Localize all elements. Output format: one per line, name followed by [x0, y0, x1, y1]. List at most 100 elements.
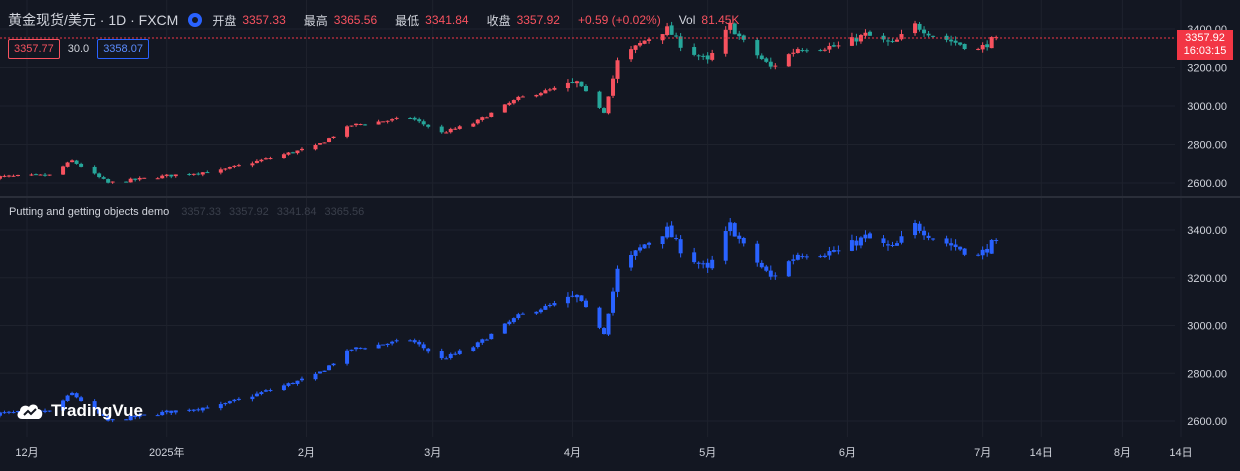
sub-pane-title[interactable]: Putting and getting objects demo	[9, 206, 170, 218]
main-candle-body	[290, 152, 295, 154]
main-candle-body	[299, 148, 304, 151]
sub-candle-body	[295, 380, 300, 384]
sub-candle-body	[426, 348, 431, 352]
open-label: 开盘	[212, 13, 237, 28]
logo-text: TradingVue	[51, 401, 143, 420]
sub-candle-body	[110, 419, 115, 421]
indicator-value-3[interactable]: 3358.07	[97, 39, 149, 59]
main-candle-body	[818, 50, 823, 52]
main-candle-body	[268, 158, 273, 160]
main-candle-body	[615, 60, 620, 79]
sub-candle-body	[994, 240, 999, 242]
main-candle-body	[385, 120, 390, 122]
main-candle-body	[457, 126, 462, 129]
main-candle-body	[642, 40, 647, 44]
sub-pane-legend: Putting and getting objects demo 3357.33…	[9, 206, 372, 218]
main-candle-body	[547, 89, 552, 91]
main-candle-body	[885, 40, 890, 42]
main-y-tick-label: 2600.00	[1187, 178, 1227, 190]
main-candle-body	[710, 53, 715, 60]
main-candle-body	[187, 174, 192, 176]
main-candle-body	[133, 178, 138, 180]
main-candle-body	[281, 154, 286, 159]
main-candle-body	[394, 117, 399, 119]
symbol-title[interactable]: 黄金现货/美元 · 1D · FXCM	[8, 12, 179, 28]
main-candle-body	[674, 35, 679, 37]
sub-candle-body	[322, 370, 327, 372]
sub-candle-body	[502, 323, 507, 334]
main-candle-body	[390, 119, 395, 121]
sub-candle-body	[516, 314, 521, 319]
sub-pane-value: 3357.92	[229, 206, 269, 218]
sub-candle-body	[602, 328, 606, 335]
main-y-tick-label: 2800.00	[1187, 140, 1227, 152]
main-candle-body	[565, 82, 570, 89]
main-candle-body	[92, 166, 97, 174]
sub-candle-body	[547, 304, 552, 307]
main-candle-body	[741, 35, 746, 40]
main-candle-body	[516, 96, 521, 100]
sub-candle-body	[917, 223, 922, 231]
main-candle-body	[989, 37, 994, 49]
main-candle-body	[660, 34, 665, 41]
main-candle-body	[611, 78, 616, 96]
x-tick-label: 4月	[564, 447, 581, 459]
main-candle-body	[543, 90, 548, 94]
sub-candle-body	[155, 415, 160, 417]
x-tick-label: 14日	[1030, 447, 1053, 459]
sub-candle-body	[768, 270, 773, 277]
main-candle-body	[795, 49, 800, 54]
sub-candle-body	[642, 244, 647, 249]
sub-candle-body	[913, 223, 918, 236]
axes: 3400.003200.003000.002800.002600.003400.…	[15, 24, 1227, 459]
sub-candle-body	[665, 226, 670, 238]
sub-candle-body	[976, 254, 981, 256]
main-candle-body	[931, 35, 936, 37]
sub-candle-body	[858, 237, 863, 246]
main-candle-body	[0, 176, 2, 179]
sub-candle-body	[358, 347, 363, 349]
sub-candle-body	[200, 407, 205, 411]
main-candle-body	[538, 93, 543, 96]
main-candle-body	[471, 123, 476, 127]
main-candle-body	[520, 96, 525, 98]
main-candle-body	[917, 23, 922, 30]
main-candle-body	[97, 173, 102, 178]
main-candle-body	[696, 55, 701, 57]
sub-candle-body	[890, 244, 895, 246]
sub-candles	[0, 218, 999, 423]
x-tick-label: 3月	[424, 447, 441, 459]
sub-candle-body	[836, 250, 841, 252]
sub-candle-body	[633, 250, 638, 256]
main-candle-body	[322, 142, 327, 144]
sub-candle-body	[268, 390, 273, 392]
sub-y-tick-label: 3400.00	[1187, 225, 1227, 237]
sub-candle-body	[475, 342, 480, 348]
main-candle-body	[737, 33, 742, 37]
sub-candle-body	[953, 244, 958, 248]
sub-candle-body	[885, 244, 890, 246]
main-candle-body	[913, 23, 918, 34]
sub-candle-body	[669, 225, 674, 238]
sub-candle-body	[552, 303, 557, 306]
sub-candle-body	[232, 399, 237, 402]
sub-candle-body	[65, 395, 70, 401]
main-candle-body	[867, 31, 872, 36]
indicator-value-1[interactable]: 3357.77	[8, 39, 60, 59]
main-candle-body	[579, 81, 584, 87]
sub-candle-body	[101, 413, 106, 416]
sub-candle-body	[15, 411, 20, 413]
sub-candle-body	[895, 243, 900, 246]
main-candle-body	[227, 167, 232, 169]
main-candle-body	[863, 32, 868, 36]
sub-candle-body	[737, 235, 742, 239]
sub-candle-body	[696, 262, 701, 264]
sub-candle-body	[196, 409, 201, 411]
last-price-tag: 3357.92 16:03:15	[1177, 30, 1233, 60]
sub-candle-body	[511, 318, 516, 323]
main-candle-body	[552, 87, 557, 90]
main-candle-body	[101, 177, 106, 179]
sub-candle-body	[597, 307, 602, 328]
sub-candle-body	[191, 409, 196, 411]
